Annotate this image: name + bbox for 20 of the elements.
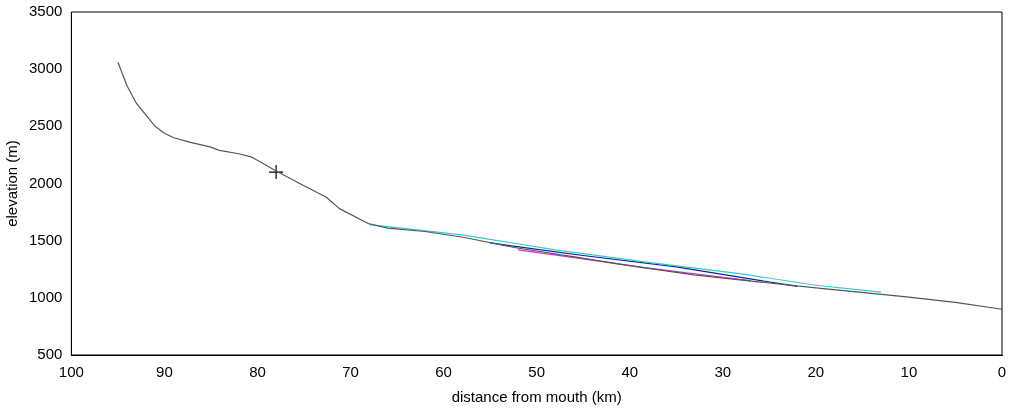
y-axis-title: elevation (m) — [3, 140, 21, 227]
y-tick-label: 2000 — [28, 173, 63, 191]
x-tick-label: 30 — [714, 363, 732, 381]
x-tick-label: 10 — [900, 363, 918, 381]
x-tick-label: 70 — [342, 363, 359, 381]
y-tick-label: 2500 — [28, 116, 63, 134]
x-tick-label: 40 — [621, 363, 639, 381]
y-tick-label: 500 — [37, 345, 63, 363]
x-tick-label: 80 — [249, 363, 266, 381]
y-tick-label: 1500 — [28, 230, 63, 248]
x-tick-label: 100 — [58, 363, 84, 381]
x-tick-label: 0 — [997, 363, 1007, 381]
y-tick-label: 1000 — [28, 287, 63, 305]
x-axis-title: distance from mouth (km) — [451, 388, 622, 406]
y-tick-label: 3000 — [28, 59, 63, 77]
x-tick-label: 50 — [528, 363, 546, 381]
x-tick-label: 20 — [807, 363, 825, 381]
x-tick-label: 60 — [435, 363, 452, 381]
y-tick-label: 3500 — [28, 2, 63, 20]
x-tick-label: 90 — [156, 363, 173, 381]
